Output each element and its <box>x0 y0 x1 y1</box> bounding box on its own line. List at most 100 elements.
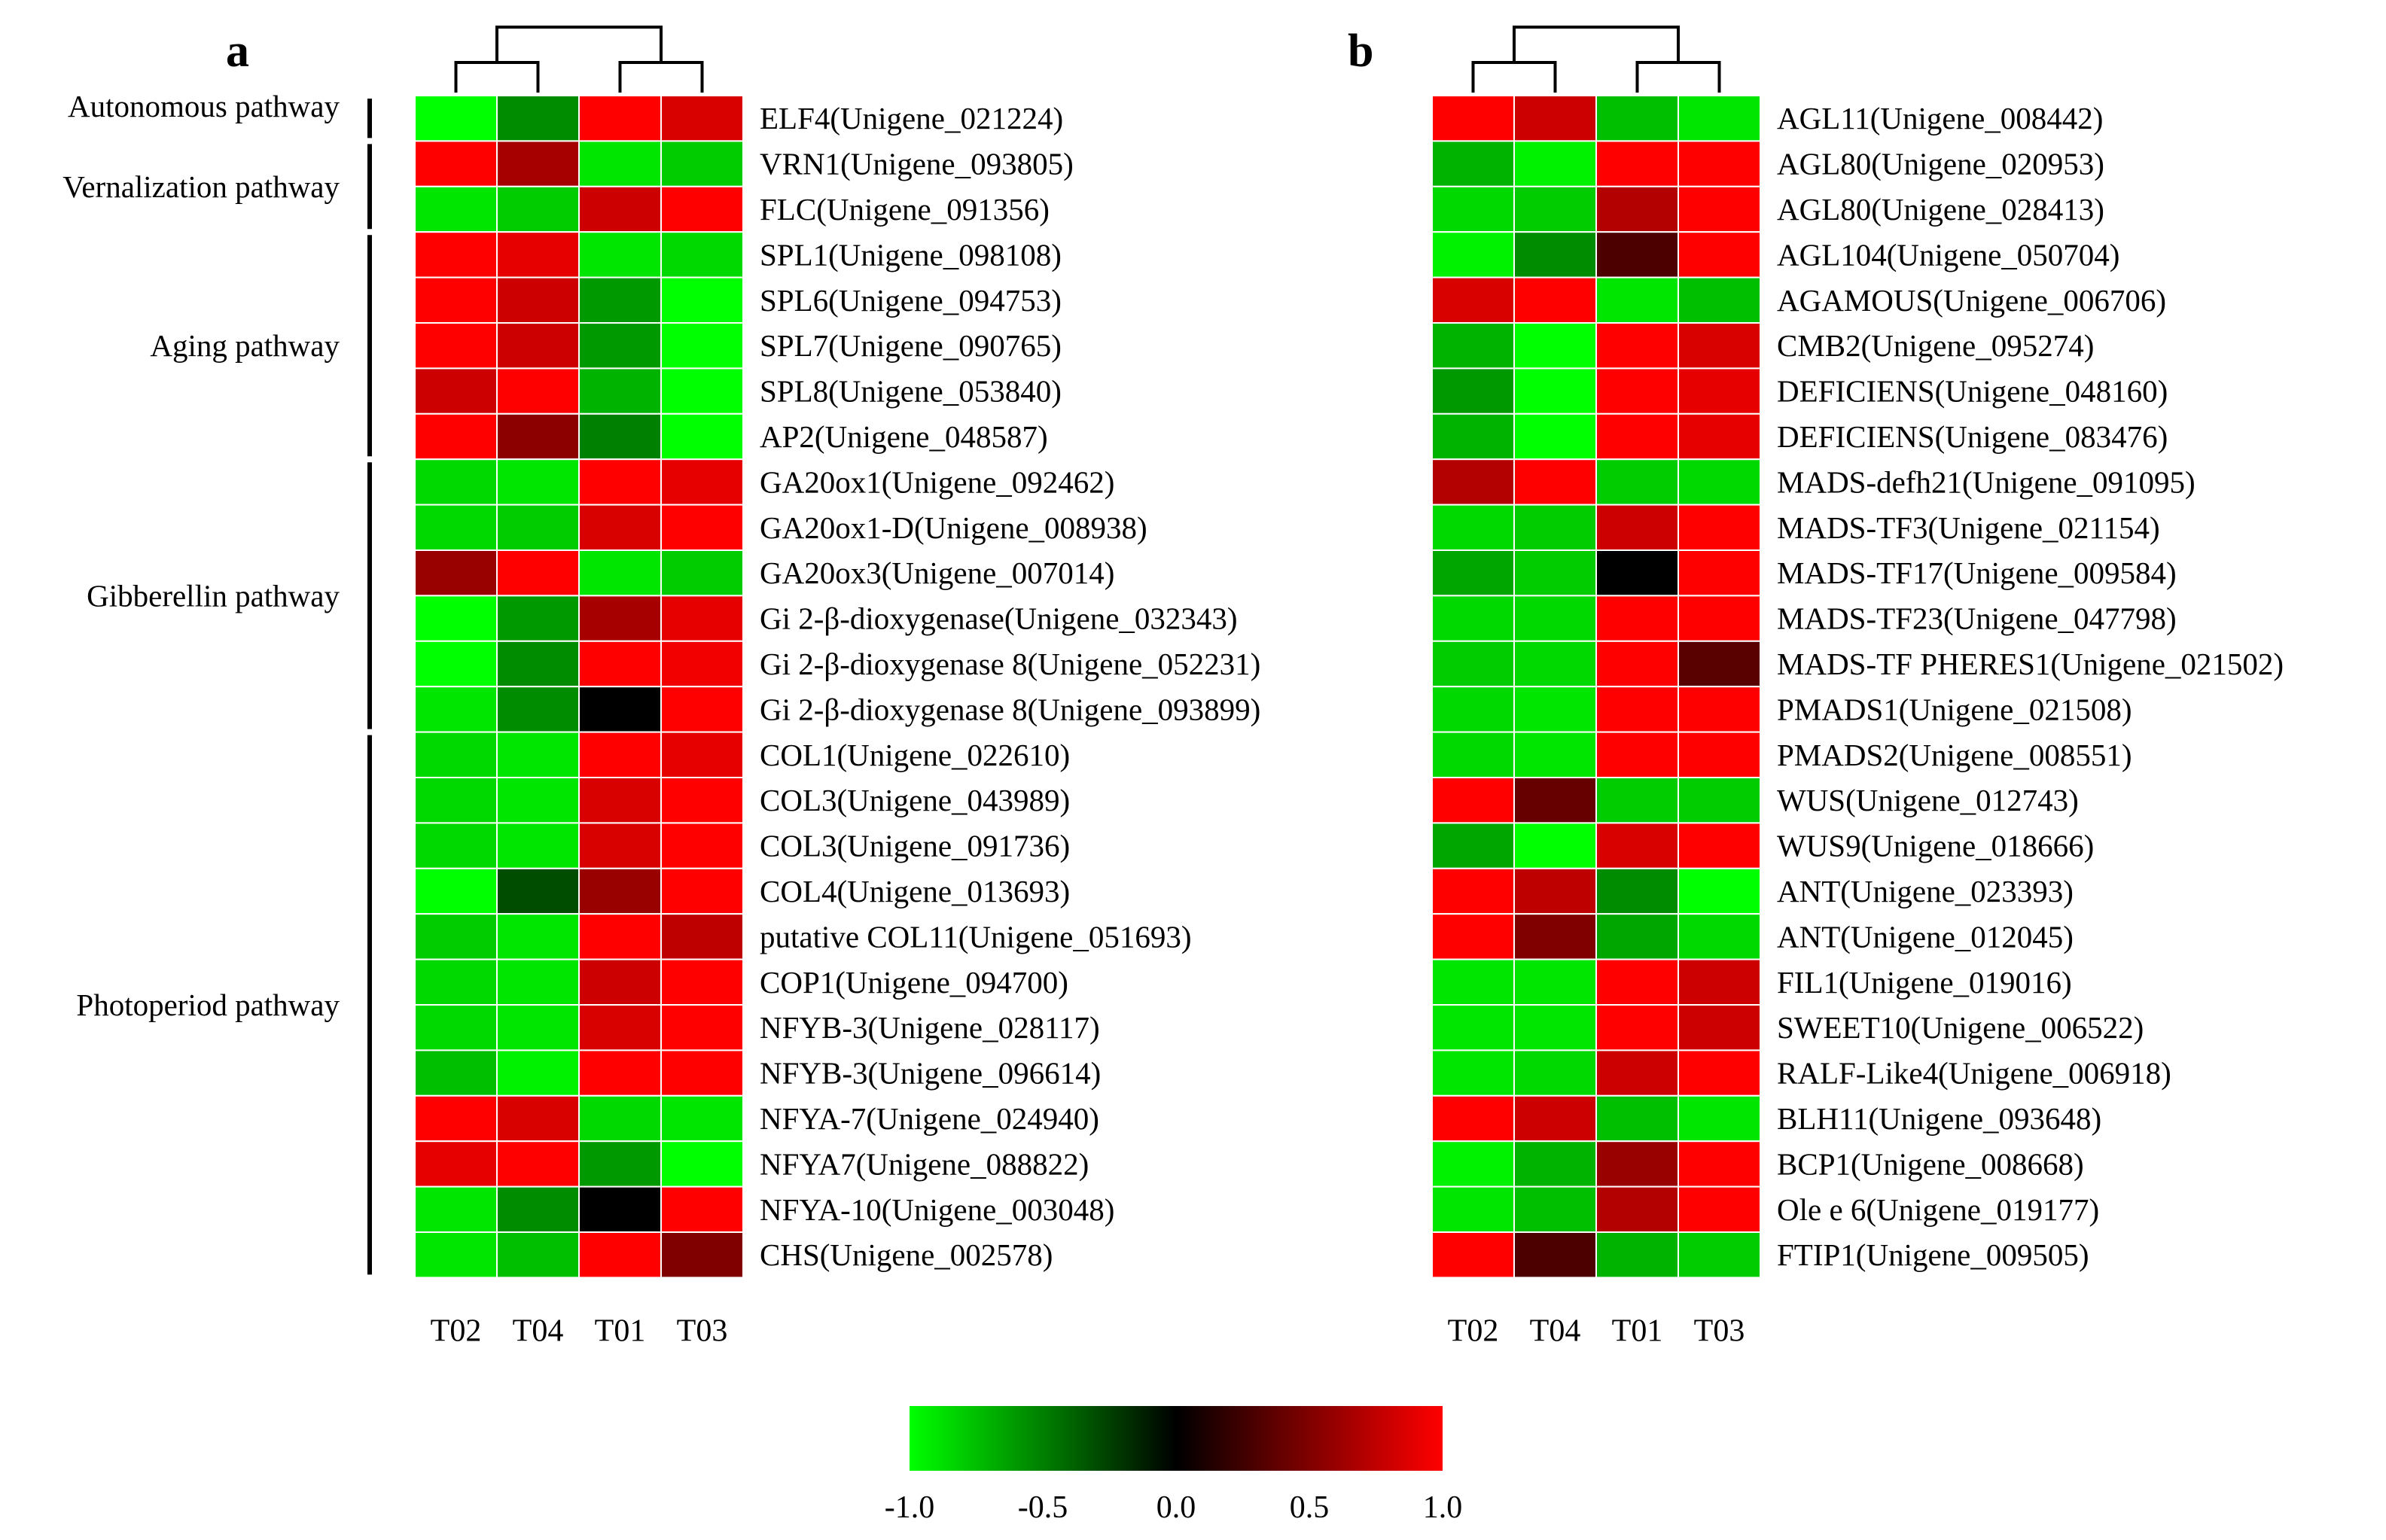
row-label: WUS(Unigene_012743) <box>1777 783 2079 817</box>
heatmap-cell-ftip1-unigene-009505-t04 <box>1513 1231 1597 1279</box>
heatmap-cell-ftip1-unigene-009505-t02 <box>1431 1231 1515 1279</box>
heatmap-cell-cmb2-unigene-095274-t03 <box>1678 322 1761 370</box>
heatmap-cell-mads-defh21-unigene-091095-t02 <box>1431 458 1515 506</box>
row-label: MADS-TF17(Unigene_009584) <box>1777 555 2177 590</box>
heatmap-cell-col3-unigene-043989-t04 <box>496 777 580 824</box>
heatmap-cell-ga20ox3-unigene-007014-t02 <box>414 549 498 597</box>
heatmap-cell-agamous-unigene-006706-t04 <box>1513 276 1597 324</box>
heatmap-cell-ga20ox1-unigene-092462-t04 <box>496 458 580 506</box>
heatmap-cell-spl6-unigene-094753-t04 <box>496 276 580 324</box>
heatmap-cell-col4-unigene-013693-t01 <box>578 867 662 915</box>
heatmap-cell-nfyb-3-unigene-096614-t04 <box>496 1049 580 1097</box>
heatmap-cell-agl104-unigene-050704-t03 <box>1678 231 1761 278</box>
row-label: Gi 2-β-dioxygenase 8(Unigene_052231) <box>760 647 1260 681</box>
heatmap-cell-ga20ox1-d-unigene-008938-t03 <box>660 504 744 551</box>
row-label: WUS9(Unigene_018666) <box>1777 829 2094 863</box>
heatmap-cell-wus-unigene-012743-t03 <box>1678 777 1761 824</box>
row-label: COL1(Unigene_022610) <box>760 738 1070 772</box>
row-label: CHS(Unigene_002578) <box>760 1237 1053 1272</box>
heatmap-cell-gi-2-dioxygenase-8-unigene-093899-t01 <box>578 686 662 733</box>
heatmap-cell-nfyb-3-unigene-096614-t02 <box>414 1049 498 1097</box>
heatmap-cell-fil1-unigene-019016-t01 <box>1595 958 1679 1006</box>
row-label: AGAMOUS(Unigene_006706) <box>1777 283 2166 318</box>
heatmap-cell-agl11-unigene-008442-t02 <box>1431 95 1515 142</box>
heatmap-cell-agl80-unigene-028413-t02 <box>1431 185 1515 233</box>
heatmap-cell-gi-2-dioxygenase-unigene-032343-t03 <box>660 595 744 642</box>
heatmap-cell-spl8-unigene-053840-t02 <box>414 367 498 415</box>
heatmap-cell-nfya7-unigene-088822-t02 <box>414 1140 498 1188</box>
row-label: MADS-defh21(Unigene_091095) <box>1777 464 2196 499</box>
row-label: MADS-TF23(Unigene_047798) <box>1777 601 2177 636</box>
heatmap-cell-gi-2-dioxygenase-8-unigene-093899-t03 <box>660 686 744 733</box>
heatmap-cell-bcp1-unigene-008668-t03 <box>1678 1140 1761 1188</box>
heatmap-cell-deficiens-unigene-083476-t01 <box>1595 412 1679 461</box>
heatmap-cell-elf4-unigene-021224-t02 <box>414 95 498 142</box>
heatmap-cell-agl11-unigene-008442-t01 <box>1595 95 1679 142</box>
row-label: Gi 2-β-dioxygenase 8(Unigene_093899) <box>760 692 1260 726</box>
row-label: COL3(Unigene_091736) <box>760 829 1070 863</box>
heatmap-cell-gi-2-dioxygenase-unigene-032343-t02 <box>414 595 498 642</box>
heatmap-cell-agl104-unigene-050704-t01 <box>1595 231 1679 278</box>
row-label: ELF4(Unigene_021224) <box>760 101 1063 135</box>
heatmap-cell-spl1-unigene-098108-t02 <box>414 231 498 278</box>
color-scale-legend: -1.0 -0.5 0.0 0.5 1.0 <box>885 1406 1463 1525</box>
heatmap-cell-agamous-unigene-006706-t01 <box>1595 276 1679 324</box>
group-label-photoperiod-pathway: Photoperiod pathway <box>76 988 340 1022</box>
heatmap-cell-cop1-unigene-094700-t02 <box>414 958 498 1006</box>
heatmap-cell-deficiens-unigene-083476-t03 <box>1678 412 1761 461</box>
row-label: NFYA7(Unigene_088822) <box>760 1146 1089 1181</box>
heatmap-cell-spl7-unigene-090765-t04 <box>496 322 580 370</box>
heatmap-cell-ap2-unigene-048587-t02 <box>414 412 498 461</box>
heatmap-cell-ga20ox1-d-unigene-008938-t04 <box>496 504 580 551</box>
heatmap-cell-flc-unigene-091356-t04 <box>496 185 580 233</box>
row-label: SPL6(Unigene_094753) <box>760 283 1062 318</box>
heatmap-cell-deficiens-unigene-083476-t04 <box>1513 412 1597 461</box>
heatmap-cell-wus-unigene-012743-t04 <box>1513 777 1597 824</box>
heatmap-cell-fil1-unigene-019016-t03 <box>1678 958 1761 1006</box>
heatmap-cell-vrn1-unigene-093805-t01 <box>578 140 662 187</box>
heatmap-cell-ant-unigene-012045-t04 <box>1513 913 1597 960</box>
row-label: FTIP1(Unigene_009505) <box>1777 1237 2089 1272</box>
heatmap-cell-chs-unigene-002578-t04 <box>496 1231 580 1279</box>
heatmap-cell-blh11-unigene-093648-t02 <box>1431 1094 1515 1143</box>
heatmap-cell-mads-tf23-unigene-047798-t03 <box>1678 595 1761 642</box>
heatmap-cell-vrn1-unigene-093805-t04 <box>496 140 580 187</box>
heatmap-cell-deficiens-unigene-048160-t04 <box>1513 367 1597 415</box>
heatmap-cell-flc-unigene-091356-t03 <box>660 185 744 233</box>
heatmap-cell-nfya-7-unigene-024940-t01 <box>578 1094 662 1143</box>
heatmap-cell-nfyb-3-unigene-028117-t02 <box>414 1004 498 1052</box>
heatmap-cell-gi-2-dioxygenase-8-unigene-052231-t03 <box>660 640 744 688</box>
heatmap-cell-spl6-unigene-094753-t03 <box>660 276 744 324</box>
heatmap-cell-col1-unigene-022610-t04 <box>496 731 580 778</box>
heatmap-cell-agl11-unigene-008442-t03 <box>1678 95 1761 142</box>
legend-tick-label: 1.0 <box>1423 1490 1463 1525</box>
heatmap-cell-cop1-unigene-094700-t01 <box>578 958 662 1006</box>
heatmap-cell-elf4-unigene-021224-t03 <box>660 95 744 142</box>
legend-tick-label: -0.5 <box>1018 1490 1068 1525</box>
heatmap-cell-ole-e-6-unigene-019177-t01 <box>1595 1185 1679 1233</box>
heatmap-cell-pmads1-unigene-021508-t01 <box>1595 686 1679 733</box>
heatmap-cell-bcp1-unigene-008668-t01 <box>1595 1140 1679 1188</box>
heatmap-cell-ant-unigene-012045-t02 <box>1431 913 1515 960</box>
row-label: Gi 2-β-dioxygenase(Unigene_032343) <box>760 601 1238 636</box>
heatmap-cell-spl8-unigene-053840-t01 <box>578 367 662 415</box>
row-label: ANT(Unigene_012045) <box>1777 919 2074 954</box>
row-label: MADS-TF PHERES1(Unigene_021502) <box>1777 647 2284 681</box>
heatmap-cell-mads-tf-pheres1-unigene-021502-t02 <box>1431 640 1515 688</box>
group-label-aging-pathway: Aging pathway <box>150 328 340 363</box>
heatmap-cell-ga20ox1-d-unigene-008938-t02 <box>414 504 498 551</box>
heatmap-cell-gi-2-dioxygenase-8-unigene-093899-t04 <box>496 686 580 733</box>
row-label: AGL11(Unigene_008442) <box>1777 101 2103 135</box>
heatmap-cell-nfya7-unigene-088822-t01 <box>578 1140 662 1188</box>
heatmap-cell-deficiens-unigene-048160-t03 <box>1678 367 1761 415</box>
heatmap-cell-fil1-unigene-019016-t02 <box>1431 958 1515 1006</box>
heatmap-cell-ga20ox3-unigene-007014-t04 <box>496 549 580 597</box>
heatmap-cell-spl1-unigene-098108-t01 <box>578 231 662 278</box>
heatmap-cell-bcp1-unigene-008668-t04 <box>1513 1140 1597 1188</box>
heatmap-cell-ap2-unigene-048587-t04 <box>496 412 580 461</box>
heatmap-cell-spl1-unigene-098108-t04 <box>496 231 580 278</box>
heatmap-cell-mads-tf-pheres1-unigene-021502-t04 <box>1513 640 1597 688</box>
heatmap-cell-blh11-unigene-093648-t03 <box>1678 1094 1761 1143</box>
heatmap-cell-col3-unigene-091736-t02 <box>414 822 498 869</box>
